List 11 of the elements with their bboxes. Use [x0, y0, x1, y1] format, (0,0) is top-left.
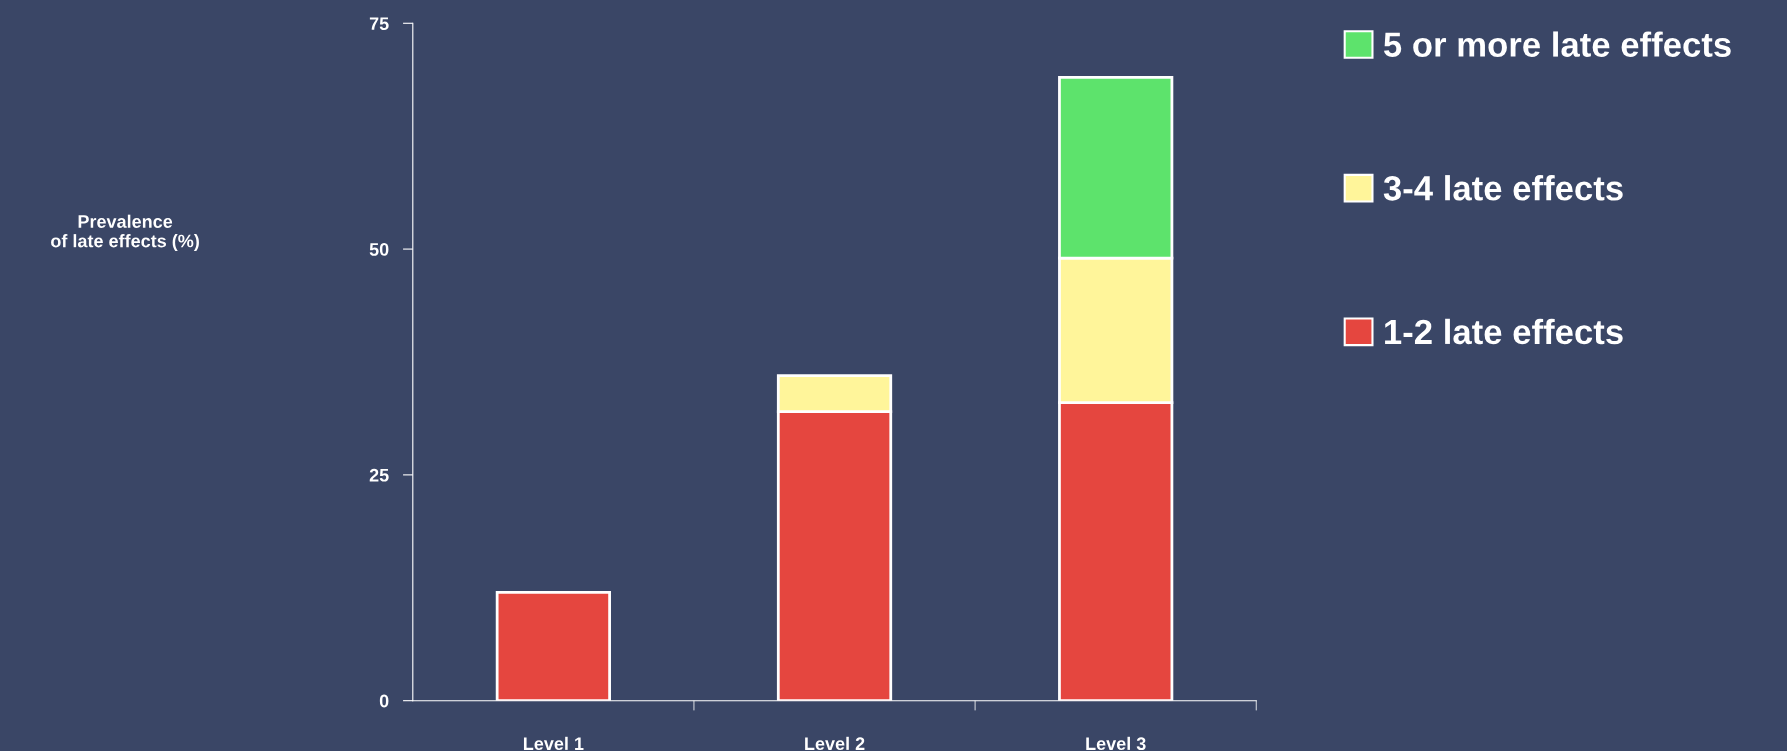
- x-tick-label: Level 3: [1086, 736, 1146, 751]
- y-tick-label: 25: [369, 468, 389, 482]
- legend-label: 1-2 late effects: [1385, 318, 1623, 345]
- y-tick-label: 0: [379, 694, 389, 708]
- text: Prevalence of late effects (%): [51, 214, 199, 251]
- legend-label: 3-4 late effects: [1383, 175, 1623, 201]
- legend-label: 5 or more late effects: [1383, 31, 1731, 57]
- y-tick-label: 50: [369, 243, 389, 256]
- y-tick-label: 75: [369, 17, 389, 30]
- x-tick-label: Level 2: [805, 736, 865, 751]
- x-tick-label: Level 1: [523, 736, 584, 751]
